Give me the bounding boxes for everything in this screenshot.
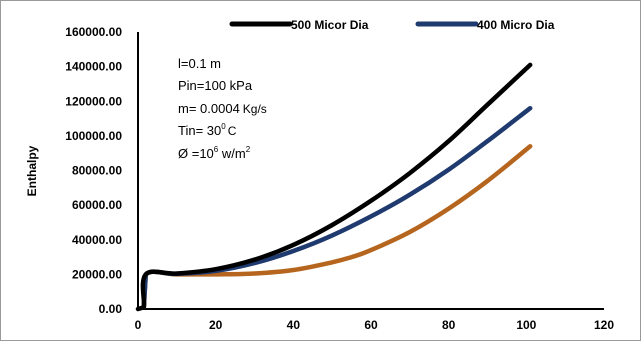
parameter-annotations: l=0.1 m Pin=100 kPa m= 0.0004 Kg/s Tin= 3… <box>178 56 267 161</box>
x-tick-label: 100 <box>516 318 536 332</box>
x-tick-label: 0 <box>135 318 142 332</box>
legend: 500 Micor Dia 400 Micro Dia <box>229 18 555 32</box>
annotation-pressure: Pin=100 kPa <box>178 78 253 93</box>
annotation-inlet-temp: Tin= 300 C <box>178 122 237 138</box>
y-tick-label: 0.00 <box>99 302 123 316</box>
y-tick-labels: 0.00 20000.00 40000.00 60000.00 80000.00 1000… <box>65 25 122 316</box>
y-tick-label: 160000.00 <box>65 25 122 39</box>
annotation-heat-flux: Ø =106 w/m2 <box>178 145 251 161</box>
y-tick-label: 80000.00 <box>72 164 122 178</box>
y-tick-label: 60000.00 <box>72 198 122 212</box>
x-tick-label: 80 <box>442 318 456 332</box>
legend-label-500: 500 Micor Dia <box>291 18 369 32</box>
series-layer <box>135 62 533 312</box>
annotation-mass-flow: m= 0.0004 Kg/s <box>178 101 267 116</box>
x-tick-label: 40 <box>287 318 301 332</box>
x-tick-labels: 0 20 40 60 80 100 120 <box>135 318 615 332</box>
y-axis-label: Enthalpy <box>25 145 39 196</box>
x-tick-label: 120 <box>594 318 614 332</box>
annotation-length: l=0.1 m <box>178 56 221 71</box>
x-tick-label: 20 <box>209 318 223 332</box>
y-tick-label: 100000.00 <box>65 129 122 143</box>
x-tick-label: 60 <box>364 318 378 332</box>
y-tick-label: 40000.00 <box>72 233 122 247</box>
legend-label-400: 400 Micro Dia <box>477 18 555 32</box>
y-tick-label: 20000.00 <box>72 267 122 281</box>
y-tick-label: 140000.00 <box>65 60 122 74</box>
series-line-0 <box>135 62 533 312</box>
y-tick-label: 120000.00 <box>65 94 122 108</box>
